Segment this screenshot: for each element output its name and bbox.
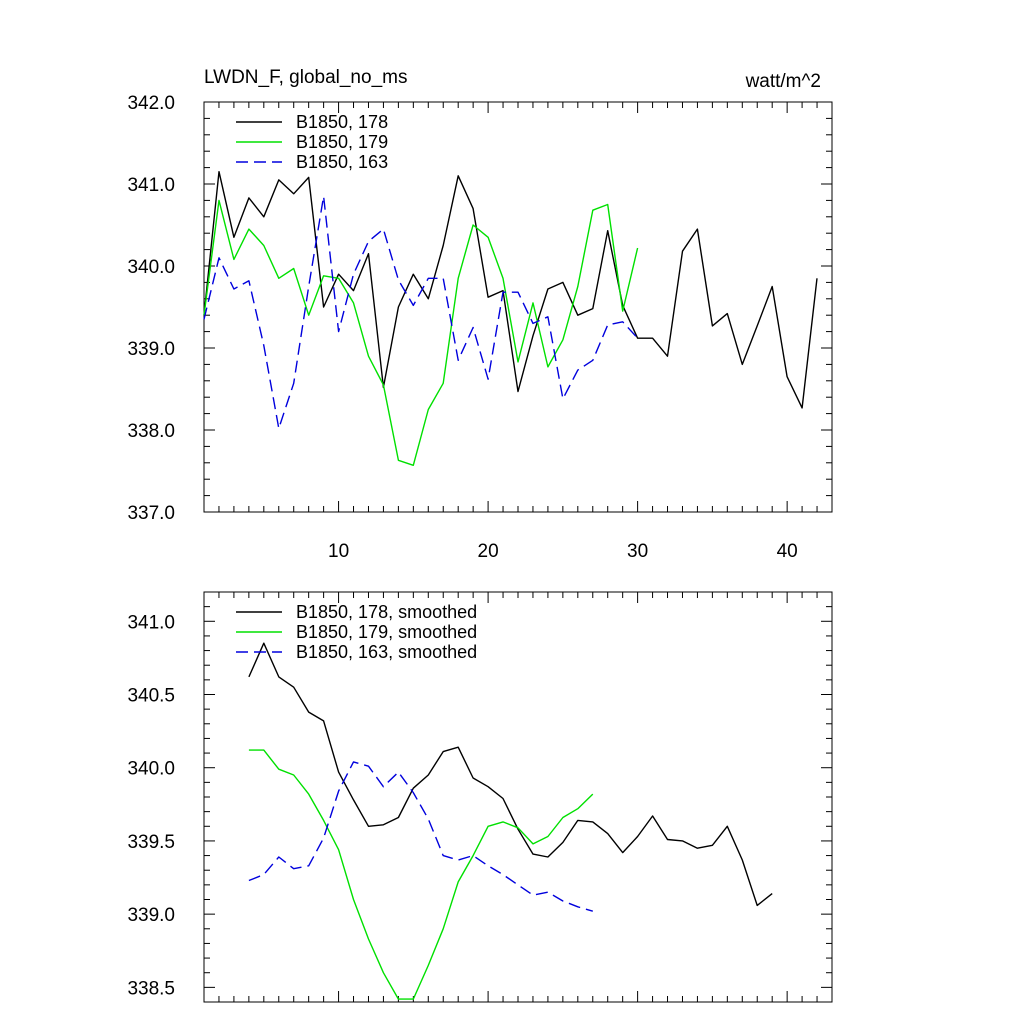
top-series-line-2 [203,199,639,466]
top-x-tick-label: 30 [627,541,648,562]
chart-title: LWDN_F, global_no_ms [204,67,407,88]
bottom-series-line-3 [248,761,593,912]
top-y-tick-label: 337.0 [127,503,175,524]
top-series-line-1 [203,170,818,409]
bottom-legend-label-1: B1850, 178, smoothed [296,602,477,622]
top-legend-label-1: B1850, 178 [296,112,388,132]
top-y-tick-label: 340.0 [127,257,175,278]
top-legend-label-3: B1850, 163 [296,152,388,172]
bottom-legend-label-2: B1850, 179, smoothed [296,622,477,642]
top-series-line-3 [203,195,639,430]
bottom-y-tick-label: 340.5 [127,686,175,707]
bottom-panel: 338.5 339.0 339.5 340.0 340.5 341.0 B1850, 178… [127,591,833,1003]
top-y-tick-label: 342.0 [127,93,175,114]
bottom-y-tick-label: 339.5 [127,832,175,853]
top-x-tick-label: 10 [328,541,349,562]
top-y-tick-label: 339.0 [127,339,175,360]
chart-units: watt/m^2 [745,71,821,92]
top-panel: 10 20 30 40 337.0 338.0 339.0 340.0 341.0 342.0 B1… [127,93,833,562]
bottom-y-tick-label: 341.0 [127,612,175,633]
bottom-y-tick-label: 338.5 [127,978,175,999]
top-y-tick-label: 338.0 [127,421,175,442]
bottom-legend-label-3: B1850, 163, smoothed [296,642,477,662]
bottom-series-line-2 [248,749,594,1000]
bottom-series-line-1 [248,642,773,907]
top-x-tick-label: 40 [777,541,798,562]
top-legend-label-2: B1850, 179 [296,132,388,152]
top-y-tick-label: 341.0 [127,175,175,196]
top-x-tick-label: 20 [478,541,499,562]
bottom-y-tick-label: 340.0 [127,759,175,780]
bottom-y-tick-label: 339.0 [127,905,175,926]
